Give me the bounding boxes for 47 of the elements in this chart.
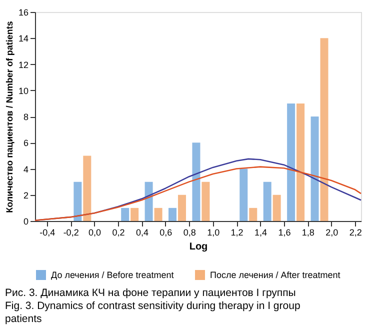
bar: [240, 168, 248, 221]
x-tick-label: 0,8: [183, 228, 196, 238]
legend-label: После лечения / After treatment: [210, 270, 341, 280]
x-tick-label: -0,2: [63, 228, 79, 238]
y-tick-label: 14: [18, 34, 28, 44]
legend-label: До лечения / Before treatment: [51, 270, 174, 280]
x-tick-label: 0,4: [136, 228, 148, 238]
x-tick-label: 1,4: [254, 228, 267, 238]
y-tick-label: 4: [23, 164, 28, 174]
x-tick-label: 1,8: [302, 228, 314, 238]
x-tick-label: 1,0: [207, 228, 220, 238]
y-tick-label: 10: [18, 86, 28, 96]
bar: [130, 208, 139, 221]
x-axis-title: Log: [189, 242, 208, 252]
bar: [310, 116, 319, 221]
bar: [296, 103, 305, 221]
x-tick-label: 2,0: [326, 228, 338, 238]
y-tick-label: 8: [23, 112, 28, 122]
y-axis-title: Количество пациентов / Number of patients: [4, 21, 14, 213]
caption: Fig. 3. Dynamics of contrast sensitivity during therapy in I group patients: [4, 300, 300, 325]
y-tick-label: 6: [23, 138, 28, 148]
bar: [249, 208, 258, 221]
bar: [272, 194, 281, 221]
y-tick-label: 12: [18, 60, 28, 70]
bar: [144, 182, 153, 221]
bar: [121, 208, 130, 221]
bar: [202, 182, 210, 221]
bar: [320, 38, 328, 221]
x-tick-label: 0,0: [88, 228, 102, 238]
bar: [178, 194, 186, 221]
x-tick-label: 0,2: [112, 228, 125, 238]
bar: [154, 208, 162, 221]
x-tick-label: 1,2: [230, 228, 244, 238]
bar: [168, 208, 177, 221]
y-tick-label: 0: [23, 216, 28, 226]
x-tick-label: 1,6: [278, 228, 291, 238]
x-tick-label: -0,4: [40, 228, 56, 238]
bar: [287, 103, 296, 221]
bar: [192, 142, 200, 221]
y-tick-label: 2: [23, 190, 28, 200]
bar: [83, 156, 92, 221]
x-tick-label: 0,6: [160, 228, 172, 238]
x-tick-label: 2,2: [349, 228, 362, 238]
bar: [74, 182, 82, 221]
bar: [263, 182, 272, 221]
text: Рис. 3. Динамика КЧ на фоне терапии у пациентов I группы: [4, 287, 296, 299]
y-tick-label: 16: [18, 8, 28, 18]
